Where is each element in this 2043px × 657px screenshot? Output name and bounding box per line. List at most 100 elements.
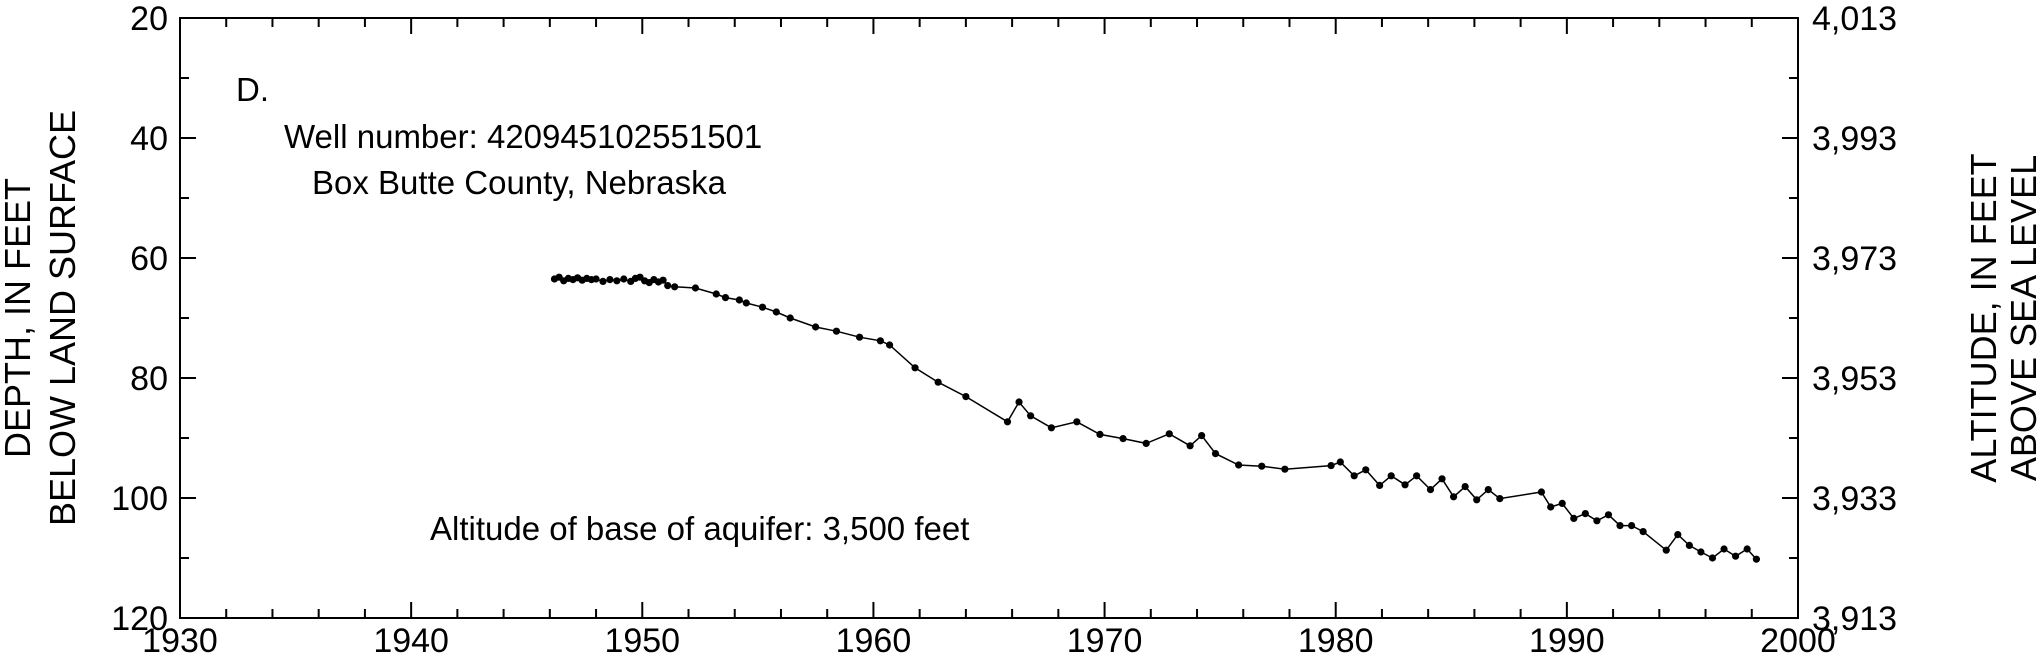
data-point	[772, 308, 780, 316]
x-tick-label: 1990	[1529, 622, 1605, 657]
y-right-title-line1: ALTITUDE, IN FEET	[1963, 153, 2004, 482]
x-tick-label: 1930	[142, 622, 218, 657]
data-point	[1570, 514, 1578, 523]
plot-frame	[179, 17, 1799, 619]
data-point	[1362, 466, 1370, 474]
data-point	[1461, 483, 1469, 491]
data-point	[832, 327, 841, 335]
data-point	[1639, 528, 1647, 536]
data-point	[1047, 424, 1056, 432]
data-point	[1015, 398, 1023, 406]
data-point	[1484, 486, 1492, 494]
data-point	[1674, 531, 1682, 539]
data-point	[1685, 541, 1693, 550]
data-point	[1186, 442, 1194, 450]
data-point	[1473, 496, 1481, 504]
x-tick-label: 1940	[373, 622, 449, 657]
data-point	[1438, 475, 1446, 483]
aquifer-base-annotation: Altitude of base of aquifer: 3,500 feet	[430, 510, 969, 547]
data-point	[1387, 472, 1395, 480]
data-point	[712, 290, 720, 298]
data-point	[1708, 554, 1717, 562]
data-point	[1258, 462, 1266, 470]
data-point	[1627, 522, 1636, 530]
data-point	[1547, 503, 1555, 511]
data-point	[1413, 472, 1421, 480]
y2-tick-label: 3,953	[1812, 360, 1897, 398]
data-point	[620, 275, 628, 283]
data-point	[1449, 493, 1458, 501]
data-point	[1235, 461, 1243, 469]
data-point	[962, 393, 970, 401]
y2-tick-label: 3,993	[1812, 120, 1897, 158]
y-left-title-line1: DEPTH, IN FEET	[0, 178, 38, 458]
data-point	[1731, 552, 1740, 560]
x-tick-label: 1980	[1298, 622, 1374, 657]
data-point	[1376, 481, 1384, 489]
y-tick-label: 120	[111, 600, 168, 638]
data-points	[550, 273, 1760, 563]
data-point	[1720, 545, 1728, 553]
data-point	[1752, 555, 1760, 563]
y-right-title-line2: ABOVE SEA LEVEL	[2003, 155, 2043, 481]
y2-tick-labels: 3,913 3,933 3,953 3,973 3,993 4,013	[1812, 0, 1897, 638]
y2-tick-label: 3,973	[1812, 240, 1897, 278]
y-left-title-line2: BELOW LAND SURFACE	[42, 110, 83, 526]
data-point	[659, 276, 667, 284]
data-point	[735, 296, 743, 304]
data-point	[758, 303, 767, 311]
data-point	[1537, 488, 1546, 496]
data-point	[1336, 458, 1344, 466]
y2-tick-label: 4,013	[1812, 0, 1897, 38]
data-point	[1697, 548, 1705, 556]
x-tick-label: 1960	[836, 622, 912, 657]
x-tick-labels: 1930 1940 1950 1960 1970 1980 1990 2000	[142, 622, 1836, 657]
data-point	[812, 323, 820, 331]
data-point	[1581, 509, 1589, 518]
y2-tick-label: 3,933	[1812, 480, 1897, 518]
data-point	[1350, 472, 1358, 480]
data-point	[1096, 430, 1104, 438]
y-tick-label: 20	[130, 0, 168, 38]
data-point	[1281, 465, 1289, 473]
data-point	[1198, 432, 1206, 440]
data-point	[742, 299, 750, 307]
data-point	[1027, 412, 1035, 420]
y-tick-label: 40	[130, 120, 168, 158]
data-point	[886, 341, 894, 349]
data-point	[691, 284, 700, 292]
data-point	[606, 276, 614, 284]
data-point	[613, 277, 621, 285]
x-tick-label: 1970	[1067, 622, 1143, 657]
data-point	[664, 282, 672, 290]
data-point	[876, 337, 884, 345]
data-point	[721, 294, 730, 302]
data-point	[1496, 495, 1504, 503]
data-point	[671, 283, 679, 291]
data-point	[1327, 462, 1335, 470]
data-point	[599, 277, 607, 285]
panel-label: D.	[236, 71, 269, 108]
data-point	[1604, 511, 1613, 519]
data-point	[786, 314, 794, 322]
ticks	[179, 17, 1799, 619]
y-tick-label: 80	[130, 360, 168, 398]
data-point	[592, 275, 600, 283]
data-point	[1426, 486, 1435, 494]
y-tick-labels: 20 40 60 80 100 120	[111, 0, 168, 638]
data-point	[1211, 450, 1220, 458]
data-point	[855, 333, 864, 341]
y-tick-label: 60	[130, 240, 168, 278]
data-point	[1558, 499, 1566, 507]
data-point	[1401, 481, 1409, 489]
x-tick-label: 2000	[1760, 622, 1836, 657]
data-point	[1743, 545, 1751, 553]
data-point	[911, 364, 919, 372]
data-point	[1662, 546, 1670, 554]
data-point	[1119, 435, 1127, 443]
x-tick-label: 1950	[604, 622, 680, 657]
well-number-annotation: Well number: 420945102551501	[284, 118, 762, 155]
data-point	[1616, 522, 1624, 530]
y-tick-label: 100	[111, 480, 168, 518]
